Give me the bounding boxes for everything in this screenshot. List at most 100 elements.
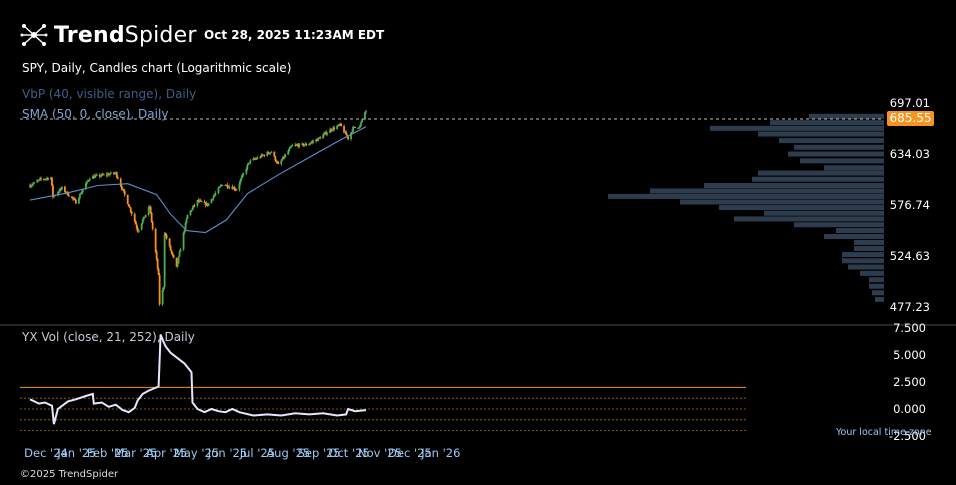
candle-body bbox=[155, 251, 158, 259]
vbp-bar bbox=[854, 245, 884, 251]
candle-body bbox=[294, 144, 297, 146]
candle-body bbox=[98, 174, 101, 177]
candle-body bbox=[273, 151, 276, 157]
sma-indicator-label[interactable]: SMA (50, 0, close), Daily bbox=[22, 107, 169, 121]
candle-body bbox=[43, 178, 45, 180]
candle-body bbox=[38, 179, 40, 181]
candle-body bbox=[57, 192, 59, 196]
vbp-indicator-label[interactable]: VbP (40, visible range), Daily bbox=[22, 87, 197, 101]
x-tick-label: Dec '25 bbox=[388, 446, 432, 460]
candle-body bbox=[151, 221, 154, 229]
candle-body bbox=[196, 200, 199, 206]
candle-body bbox=[288, 148, 291, 152]
candle-body bbox=[361, 119, 363, 123]
candle-body bbox=[309, 143, 312, 145]
candle-body bbox=[45, 178, 47, 180]
vol-y-tick-label: 5.000 bbox=[893, 348, 926, 362]
candle-body bbox=[318, 137, 321, 139]
candle-body bbox=[301, 143, 304, 145]
candle-body bbox=[347, 136, 349, 140]
candle-body bbox=[213, 194, 216, 197]
candle-body bbox=[311, 141, 314, 143]
brand-logo: TrendSpider bbox=[20, 20, 197, 50]
candle-body bbox=[212, 196, 215, 200]
candle-body bbox=[364, 112, 366, 120]
candle-body bbox=[71, 197, 74, 199]
candle-body bbox=[231, 186, 234, 190]
candle-body bbox=[241, 174, 244, 178]
y-axis: 697.01 634.03 576.74 524.63 477.23 7.500 5.000… bbox=[889, 96, 930, 443]
candle-body bbox=[134, 221, 137, 225]
y-tick-label: 524.63 bbox=[890, 249, 930, 263]
x-tick-label: Jan '25 bbox=[56, 446, 96, 460]
vbp-bar bbox=[764, 210, 884, 216]
candle-body bbox=[312, 141, 315, 143]
candle-body bbox=[246, 164, 249, 170]
candle-body bbox=[182, 232, 185, 250]
x-tick-label: Apr '25 bbox=[146, 446, 187, 460]
candle-body bbox=[200, 200, 203, 202]
candle-body bbox=[122, 188, 125, 192]
candle-body bbox=[91, 176, 94, 179]
candle-body bbox=[193, 205, 196, 207]
y-tick-label: 576.74 bbox=[890, 198, 930, 212]
candle-body bbox=[170, 250, 173, 253]
x-tick-label: Feb '25 bbox=[87, 446, 129, 460]
candle-body bbox=[262, 154, 265, 156]
candle-body bbox=[252, 158, 255, 161]
x-tick-label: Mar '25 bbox=[114, 446, 157, 460]
candle-body bbox=[249, 160, 252, 163]
candle-body bbox=[198, 200, 201, 202]
candle-body bbox=[281, 159, 284, 161]
vbp-bar bbox=[770, 120, 884, 126]
candle-body bbox=[317, 137, 320, 141]
candle-body bbox=[263, 154, 266, 156]
vol-indicator-label[interactable]: YX Vol (close, 21, 252), Daily bbox=[22, 330, 195, 344]
candle-body bbox=[192, 205, 195, 208]
candle-body bbox=[310, 142, 313, 144]
vbp-bar bbox=[860, 270, 884, 276]
candle-body bbox=[178, 251, 181, 257]
candle-body bbox=[260, 154, 263, 158]
candle-body bbox=[33, 182, 35, 184]
candle-body bbox=[100, 174, 103, 176]
vbp-bar bbox=[734, 216, 884, 222]
candle-body bbox=[177, 256, 180, 264]
candle-body bbox=[340, 123, 342, 127]
candle-body bbox=[232, 187, 235, 190]
candle-body bbox=[218, 186, 221, 188]
candle-body bbox=[127, 204, 130, 207]
candle-body bbox=[74, 199, 77, 204]
candle-body bbox=[168, 238, 171, 246]
brand-light: Spider bbox=[124, 22, 197, 48]
volume-profile bbox=[608, 113, 884, 302]
candle-body bbox=[30, 185, 32, 188]
candle-body bbox=[36, 180, 38, 183]
candle-body bbox=[324, 132, 327, 134]
vbp-bar bbox=[842, 258, 884, 264]
candle-body bbox=[185, 218, 188, 223]
candle-body bbox=[253, 158, 256, 160]
vbp-bar bbox=[872, 290, 884, 296]
vbp-bar bbox=[824, 165, 884, 171]
candle-body bbox=[339, 123, 341, 125]
candle-body bbox=[128, 206, 131, 208]
candle-body bbox=[219, 185, 222, 187]
vbp-bar bbox=[842, 252, 884, 258]
candle-body bbox=[158, 275, 161, 305]
candle-body bbox=[323, 133, 326, 135]
candle-body bbox=[186, 214, 189, 219]
candle-body bbox=[113, 173, 116, 175]
candle-body bbox=[136, 228, 139, 232]
vbp-bar bbox=[752, 176, 884, 182]
candle-body bbox=[50, 177, 52, 180]
candle-body bbox=[143, 216, 146, 218]
timezone-label[interactable]: Your local time zone bbox=[836, 427, 932, 438]
candle-body bbox=[296, 144, 299, 146]
candle-body bbox=[214, 193, 217, 195]
candle-body bbox=[276, 162, 279, 164]
candle-body bbox=[261, 154, 264, 156]
candle-body bbox=[130, 211, 133, 214]
